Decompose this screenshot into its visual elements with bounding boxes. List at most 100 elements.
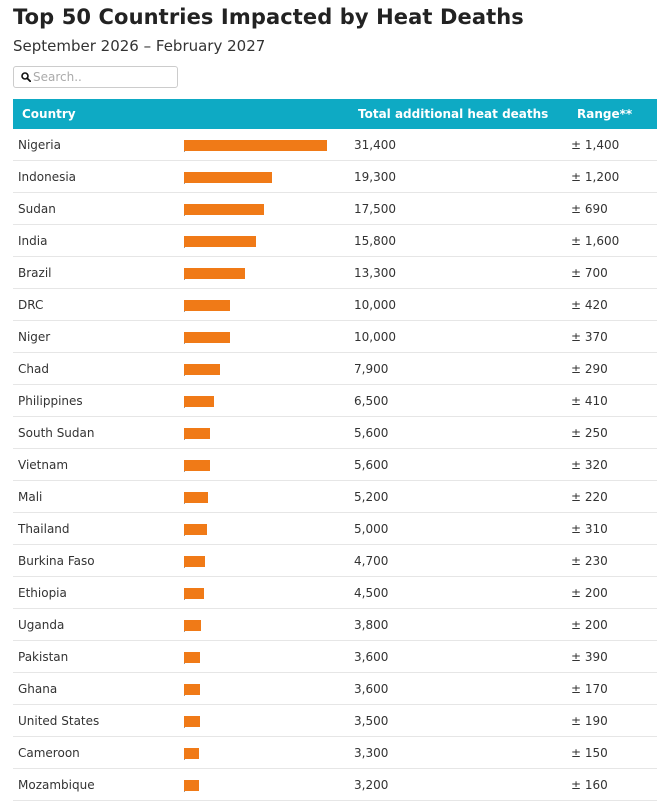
range-value: ± 420 (571, 298, 608, 312)
range-value: ± 1,200 (571, 170, 620, 184)
table-row: DRC 10,000 ± 420 (13, 289, 657, 321)
deaths-value: 3,200 (354, 778, 389, 792)
column-header-deaths[interactable]: Total additional heat deaths (358, 107, 549, 121)
deaths-bar (184, 204, 264, 215)
deaths-bar (184, 236, 256, 247)
country-name: South Sudan (18, 426, 95, 440)
range-value: ± 370 (571, 330, 608, 344)
range-value: ± 320 (571, 458, 608, 472)
range-value: ± 230 (571, 554, 608, 568)
country-name: Burkina Faso (18, 554, 95, 568)
bar-track (184, 545, 354, 576)
deaths-value: 6,500 (354, 394, 389, 408)
table-row: Cameroon 3,300 ± 150 (13, 737, 657, 769)
column-header-country[interactable]: Country (22, 107, 76, 121)
deaths-bar (184, 172, 272, 183)
deaths-value: 19,300 (354, 170, 396, 184)
table-row: Brazil 13,300 ± 700 (13, 257, 657, 289)
bar-track (184, 385, 354, 416)
deaths-value: 31,400 (354, 138, 396, 152)
deaths-bar (184, 428, 210, 439)
table-row: Thailand 5,000 ± 310 (13, 513, 657, 545)
range-value: ± 410 (571, 394, 608, 408)
country-name: Uganda (18, 618, 65, 632)
country-name: Philippines (18, 394, 83, 408)
deaths-bar (184, 300, 230, 311)
deaths-value: 10,000 (354, 298, 396, 312)
deaths-value: 3,500 (354, 714, 389, 728)
range-value: ± 200 (571, 586, 608, 600)
deaths-bar (184, 748, 199, 759)
bar-track (184, 673, 354, 704)
search-box[interactable] (13, 66, 178, 88)
deaths-bar (184, 652, 200, 663)
search-input[interactable] (33, 68, 173, 85)
country-name: Pakistan (18, 650, 69, 664)
bar-track (184, 417, 354, 448)
deaths-value: 5,600 (354, 426, 389, 440)
bar-track (184, 193, 354, 224)
deaths-bar (184, 524, 207, 535)
country-name: Cameroon (18, 746, 80, 760)
bar-track (184, 641, 354, 672)
table-row: Indonesia 19,300 ± 1,200 (13, 161, 657, 193)
range-value: ± 390 (571, 650, 608, 664)
column-header-range[interactable]: Range** (577, 107, 633, 121)
range-value: ± 1,600 (571, 234, 620, 248)
deaths-bar (184, 716, 200, 727)
bar-track (184, 513, 354, 544)
table-row: Mali 5,200 ± 220 (13, 481, 657, 513)
country-name: Nigeria (18, 138, 61, 152)
country-name: DRC (18, 298, 44, 312)
table-row: Uganda 3,800 ± 200 (13, 609, 657, 641)
table-row: Ghana 3,600 ± 170 (13, 673, 657, 705)
bar-track (184, 449, 354, 480)
bar-track (184, 321, 354, 352)
deaths-value: 10,000 (354, 330, 396, 344)
deaths-bar (184, 268, 245, 279)
country-name: United States (18, 714, 100, 728)
country-name: Mali (18, 490, 43, 504)
deaths-bar (184, 556, 205, 567)
bar-track (184, 257, 354, 288)
deaths-value: 3,600 (354, 650, 389, 664)
deaths-value: 5,200 (354, 490, 389, 504)
deaths-bar (184, 364, 220, 375)
country-name: India (18, 234, 48, 248)
deaths-bar (184, 396, 214, 407)
range-value: ± 250 (571, 426, 608, 440)
range-value: ± 690 (571, 202, 608, 216)
country-name: Ethiopia (18, 586, 67, 600)
bar-track (184, 225, 354, 256)
table-row: Vietnam 5,600 ± 320 (13, 449, 657, 481)
bar-track (184, 705, 354, 736)
table-row: Niger 10,000 ± 370 (13, 321, 657, 353)
deaths-bar (184, 780, 199, 791)
deaths-bar (184, 460, 210, 471)
table-header: Country Total additional heat deaths Ran… (13, 99, 657, 129)
table-row: Mozambique 3,200 ± 160 (13, 769, 657, 801)
bar-track (184, 289, 354, 320)
deaths-bar (184, 492, 208, 503)
range-value: ± 170 (571, 682, 608, 696)
range-value: ± 200 (571, 618, 608, 632)
country-name: Ghana (18, 682, 58, 696)
range-value: ± 190 (571, 714, 608, 728)
table-row: India 15,800 ± 1,600 (13, 225, 657, 257)
country-name: Chad (18, 362, 49, 376)
deaths-value: 4,500 (354, 586, 389, 600)
deaths-value: 3,800 (354, 618, 389, 632)
deaths-value: 5,000 (354, 522, 389, 536)
deaths-bar (184, 588, 204, 599)
country-name: Indonesia (18, 170, 77, 184)
bar-track (184, 481, 354, 512)
table-row: South Sudan 5,600 ± 250 (13, 417, 657, 449)
table-body: Nigeria 31,400 ± 1,400 Indonesia 19,300 ± 1,2… (13, 129, 657, 801)
country-name: Niger (18, 330, 51, 344)
table-row: Philippines 6,500 ± 410 (13, 385, 657, 417)
country-name: Brazil (18, 266, 52, 280)
range-value: ± 160 (571, 778, 608, 792)
page-subtitle: September 2026 – February 2027 (13, 37, 266, 55)
bar-track (184, 737, 354, 768)
deaths-value: 13,300 (354, 266, 396, 280)
